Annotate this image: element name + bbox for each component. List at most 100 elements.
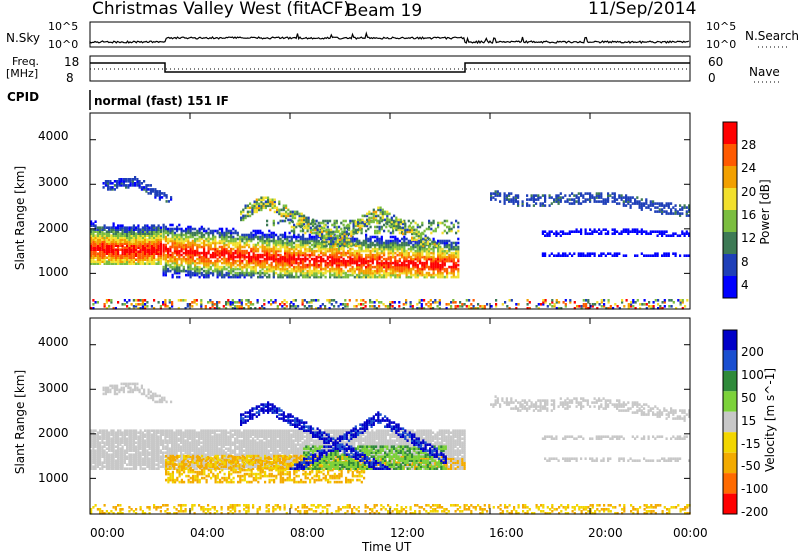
power-cell	[539, 196, 542, 199]
power-cell	[103, 244, 106, 247]
power-cell	[317, 269, 320, 273]
power-cell	[402, 226, 405, 230]
power-cell	[283, 303, 286, 306]
power-cell	[479, 305, 482, 308]
power-cell	[457, 237, 460, 241]
power-cell	[396, 237, 399, 241]
power-cell	[285, 210, 288, 214]
power-cell	[284, 241, 287, 245]
power-cell	[123, 226, 126, 229]
power-cell	[290, 301, 293, 304]
power-cell	[209, 259, 212, 263]
power-cell	[128, 246, 131, 249]
power-cell	[640, 228, 643, 231]
power-cell	[375, 210, 378, 214]
power-cell	[105, 232, 108, 235]
power-cell	[598, 232, 601, 235]
power-cell	[114, 236, 117, 239]
velocity-cell	[137, 435, 140, 438]
power-cell	[443, 249, 446, 253]
power-cell	[420, 299, 423, 302]
power-cell	[236, 259, 239, 263]
power-cell	[103, 232, 106, 235]
power-cell	[551, 305, 554, 308]
power-cell	[207, 227, 210, 231]
velocity-cell	[128, 453, 131, 456]
power-cell	[178, 233, 181, 237]
power-cell	[317, 299, 320, 302]
power-cell	[147, 192, 150, 195]
power-cell	[412, 243, 415, 247]
power-cell	[191, 267, 194, 271]
power-cell	[411, 305, 414, 308]
power-cell	[117, 260, 120, 263]
power-cell	[119, 256, 122, 259]
power-cell	[99, 252, 102, 255]
power-cell	[661, 230, 664, 233]
power-cell	[222, 305, 225, 308]
power-cell	[101, 252, 104, 255]
power-cell	[368, 210, 371, 214]
power-cell	[153, 299, 156, 302]
power-cell	[362, 299, 365, 302]
power-cell	[303, 226, 306, 230]
power-cell	[582, 303, 585, 306]
power-cell	[157, 301, 160, 304]
power-cell	[609, 194, 612, 197]
power-cell	[625, 228, 628, 231]
velocity-cell	[132, 429, 135, 432]
power-cell	[512, 196, 515, 199]
power-cell	[90, 224, 93, 227]
power-cell	[600, 299, 603, 302]
power-cell	[99, 230, 102, 233]
power-cell	[137, 250, 140, 253]
power-cell	[112, 244, 115, 247]
power-cell	[672, 301, 675, 304]
power-cell	[243, 249, 246, 253]
power-cell	[287, 208, 290, 212]
power-cell	[171, 301, 174, 304]
power-cell	[117, 230, 120, 233]
power-cell	[580, 228, 583, 231]
power-cell	[315, 255, 318, 259]
power-cell	[333, 305, 336, 308]
power-cell	[121, 236, 124, 239]
power-cell	[326, 225, 329, 229]
power-cell	[105, 238, 108, 241]
power-cell	[96, 256, 99, 259]
power-cell	[679, 254, 682, 257]
power-cell	[322, 251, 325, 255]
power-cell	[126, 305, 129, 308]
power-cell	[261, 275, 264, 279]
power-cell	[654, 202, 657, 205]
power-cell	[517, 200, 520, 203]
power-cell	[611, 192, 614, 195]
power-cell	[434, 273, 437, 277]
power-cell	[329, 219, 332, 223]
power-cell	[367, 237, 370, 241]
power-cell	[668, 305, 671, 308]
velocity-cell	[99, 441, 102, 444]
power-cell	[611, 228, 614, 231]
power-cell	[332, 230, 335, 234]
power-cell	[258, 202, 261, 206]
power-cell	[580, 252, 583, 255]
power-cell	[182, 299, 185, 302]
power-cell	[96, 244, 99, 247]
power-cell	[661, 208, 664, 211]
power-cell	[356, 273, 359, 277]
power-cell	[285, 301, 288, 304]
power-cell	[546, 305, 549, 308]
power-cell	[627, 228, 630, 231]
power-cell	[110, 258, 113, 261]
power-cell	[121, 256, 124, 259]
power-cell	[241, 245, 244, 249]
power-cell	[631, 196, 634, 199]
power-cell	[490, 305, 493, 308]
power-cell	[582, 299, 585, 302]
power-cell	[148, 226, 151, 229]
power-cell	[383, 261, 386, 265]
power-cell	[396, 273, 399, 277]
power-cell	[126, 301, 129, 304]
power-cell	[430, 227, 433, 231]
